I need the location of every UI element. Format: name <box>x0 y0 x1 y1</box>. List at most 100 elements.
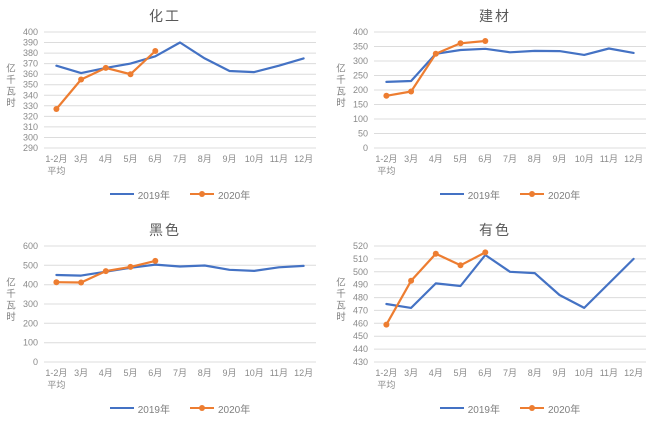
x-tick-label: 1-2月 <box>375 154 397 164</box>
y-tick-label: 500 <box>353 267 368 277</box>
y-tick-label: 450 <box>353 331 368 341</box>
x-tick-label: 10月 <box>245 154 264 164</box>
y-tick-label: 100 <box>353 114 368 124</box>
x-tick-label: 12月 <box>624 368 643 378</box>
y-tick-label: 300 <box>23 299 38 309</box>
x-tick-label: 1-2月 <box>45 154 67 164</box>
x-tick-label: 3月 <box>404 154 418 164</box>
series-marker-2020 <box>127 263 134 270</box>
x-tick-label: 10月 <box>575 368 594 378</box>
legend-item-2019: 2019年 <box>109 187 170 202</box>
chart-legend: 2019年 2020年 <box>330 186 660 202</box>
y-tick-label: 360 <box>23 69 38 79</box>
legend-item-2020: 2020年 <box>190 401 250 416</box>
x-tick-label: 4月 <box>429 368 443 378</box>
x-tick-label: 12月 <box>624 154 643 164</box>
legend-label-2019: 2019年 <box>137 190 170 202</box>
y-tick-label: 400 <box>353 27 368 37</box>
y-tick-label: 600 <box>23 241 38 251</box>
series-marker-2020 <box>53 279 60 286</box>
chart-panel-chemical: 化工 亿千瓦时 290 300 310 320 330 340 350 360 370 380 39… <box>0 0 330 214</box>
x-tick-label: 8月 <box>198 154 212 164</box>
x-tick-label: 10月 <box>245 368 264 378</box>
chart-panel-nonferrous: 有色 亿千瓦时 430 440 450 460 470 480 490 500 510 520 1-… <box>330 214 660 428</box>
x-tick-label: 9月 <box>222 154 236 164</box>
legend-marker-dot-icon <box>529 191 535 197</box>
y-axis-label: 亿千瓦时 <box>334 63 345 109</box>
legend-label-2020: 2020年 <box>548 190 581 202</box>
y-axis-label-wrap: 亿千瓦时 <box>332 248 346 352</box>
series-marker-2020 <box>78 279 85 286</box>
y-axis-label-wrap: 亿千瓦时 <box>2 34 16 138</box>
x-tick-label: 6月 <box>478 368 492 378</box>
y-tick-label: 320 <box>23 111 38 121</box>
y-tick-label: 310 <box>23 122 38 132</box>
x-tick-label: 5月 <box>453 154 467 164</box>
series-marker-2020 <box>127 71 134 78</box>
legend-marker-dot-icon <box>199 405 205 411</box>
series-marker-2020 <box>457 40 464 47</box>
legend-label-2020: 2020年 <box>548 404 581 416</box>
series-marker-2020 <box>78 76 85 83</box>
y-tick-label: 460 <box>353 318 368 328</box>
x-tick-label: 7月 <box>173 368 187 378</box>
series-marker-2020 <box>102 64 109 71</box>
chart-legend: 2019年 2020年 <box>330 400 660 416</box>
y-tick-label: 400 <box>23 280 38 290</box>
x-tick-label: 12月 <box>294 368 313 378</box>
series-line-2020 <box>385 251 487 326</box>
y-tick-label: 250 <box>353 71 368 81</box>
series-marker-2020 <box>102 268 109 275</box>
x-tick-label: 5月 <box>453 368 467 378</box>
x-tick-label: 10月 <box>575 154 594 164</box>
y-tick-label: 0 <box>33 357 38 367</box>
legend-line-swatch-2020 <box>520 191 544 197</box>
x-tick-label: 1-2月 <box>375 368 397 378</box>
legend-item-2020: 2020年 <box>520 187 580 202</box>
x-tick-label: 8月 <box>528 368 542 378</box>
x-tick-label: 平均 <box>47 379 65 390</box>
chart-title: 化工 <box>149 8 181 24</box>
chart-panel-ferrous: 黑色 亿千瓦时 0 100 200 300 400 500 600 1-2月 平均 3月 4月 5月 6… <box>0 214 330 428</box>
series-marker-2020 <box>53 106 60 112</box>
x-tick-label: 6月 <box>148 154 162 164</box>
x-tick-label: 5月 <box>123 368 137 378</box>
series-marker-2020 <box>482 38 489 44</box>
legend-line-swatch-2019 <box>439 193 464 195</box>
chart-title: 有色 <box>479 222 511 238</box>
y-tick-label: 330 <box>23 101 38 111</box>
chart-panel-building-materials: 建材 亿千瓦时 0 50 100 150 200 250 300 350 400 1-2月 平均 3月… <box>330 0 660 214</box>
x-tick-label: 9月 <box>552 368 566 378</box>
x-tick-label: 平均 <box>377 165 395 176</box>
x-tick-label: 8月 <box>198 368 212 378</box>
chart-legend: 2019年 2020年 <box>0 400 330 416</box>
x-tick-label: 3月 <box>74 154 88 164</box>
x-tick-label: 4月 <box>429 154 443 164</box>
x-tick-label: 1-2月 <box>45 368 67 378</box>
y-tick-label: 520 <box>353 241 368 251</box>
x-tick-label: 11月 <box>600 368 618 378</box>
legend-line-swatch-2020 <box>190 191 214 197</box>
x-tick-label: 12月 <box>294 154 313 164</box>
legend-label-2019: 2019年 <box>467 190 500 202</box>
legend-label-2020: 2020年 <box>218 404 251 416</box>
y-tick-label: 350 <box>353 42 368 52</box>
series-line-2019 <box>385 47 635 84</box>
y-tick-label: 470 <box>353 305 368 315</box>
series-marker-2020 <box>432 50 439 57</box>
series-marker-2020 <box>482 249 489 256</box>
legend-line-swatch-2019 <box>439 407 464 409</box>
legend-label-2019: 2019年 <box>137 404 170 416</box>
y-axis-label-wrap: 亿千瓦时 <box>2 248 16 352</box>
legend-line-swatch-2020 <box>520 405 544 411</box>
legend-item-2019: 2019年 <box>439 187 500 202</box>
x-tick-label: 7月 <box>173 154 187 164</box>
y-tick-label: 300 <box>353 56 368 66</box>
series-line-2019 <box>55 263 305 277</box>
y-tick-label: 100 <box>23 338 38 348</box>
y-tick-label: 340 <box>23 90 38 100</box>
x-tick-label: 3月 <box>404 368 418 378</box>
